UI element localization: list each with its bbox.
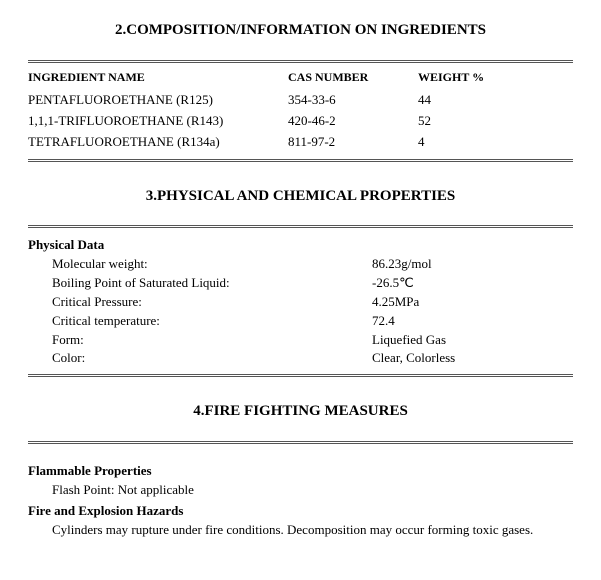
ingredient-row: PENTAFLUOROETHANE (R125) 354-33-6 44 [28,90,573,111]
fire-explosion-hazards-label: Fire and Explosion Hazards [28,502,573,521]
ingredient-cas: 354-33-6 [268,91,398,110]
ingredient-weight: 4 [398,133,518,152]
phys-label: Boiling Point of Saturated Liquid: [52,274,372,293]
rule-bottom-s3 [28,374,573,377]
rule-bottom-s2 [28,159,573,162]
hazards-text: Cylinders may rupture under fire conditi… [28,521,573,540]
phys-value: 72.4 [372,312,573,331]
phys-value: 4.25MPa [372,293,573,312]
ingredient-weight: 44 [398,91,518,110]
phys-label: Critical Pressure: [52,293,372,312]
flammable-properties-label: Flammable Properties [28,462,573,481]
col-header-cas: CAS NUMBER [268,69,398,86]
phys-row: Critical temperature: 72.4 [28,312,573,331]
section4-title: 4.FIRE FIGHTING MEASURES [28,401,573,423]
ingredient-cas: 811-97-2 [268,133,398,152]
section2-title: 2.COMPOSITION/INFORMATION ON INGREDIENTS [28,20,573,42]
physical-data-label: Physical Data [28,236,573,255]
rule-top-s4 [28,441,573,444]
phys-label: Form: [52,331,372,350]
ingredients-header: INGREDIENT NAME CAS NUMBER WEIGHT % [28,65,573,90]
phys-row: Molecular weight: 86.23g/mol [28,255,573,274]
phys-row: Color: Clear, Colorless [28,349,573,368]
col-header-weight: WEIGHT % [398,69,518,86]
ingredient-weight: 52 [398,112,518,131]
phys-row: Form: Liquefied Gas [28,331,573,350]
phys-value: Liquefied Gas [372,331,573,350]
section3-title: 3.PHYSICAL AND CHEMICAL PROPERTIES [28,186,573,208]
phys-row: Critical Pressure: 4.25MPa [28,293,573,312]
ingredient-name: PENTAFLUOROETHANE (R125) [28,91,268,110]
ingredient-name: 1,1,1-TRIFLUOROETHANE (R143) [28,112,268,131]
rule-top-s3 [28,225,573,228]
rule-top-s2 [28,60,573,63]
phys-label: Critical temperature: [52,312,372,331]
phys-value: 86.23g/mol [372,255,573,274]
phys-label: Molecular weight: [52,255,372,274]
phys-label: Color: [52,349,372,368]
ingredient-name: TETRAFLUOROETHANE (R134a) [28,133,268,152]
ingredient-row: TETRAFLUOROETHANE (R134a) 811-97-2 4 [28,132,573,153]
ingredient-row: 1,1,1-TRIFLUOROETHANE (R143) 420-46-2 52 [28,111,573,132]
col-header-name: INGREDIENT NAME [28,69,268,86]
phys-row: Boiling Point of Saturated Liquid: -26.5… [28,274,573,293]
ingredient-cas: 420-46-2 [268,112,398,131]
phys-value: Clear, Colorless [372,349,573,368]
phys-value: -26.5℃ [372,274,573,293]
flash-point: Flash Point: Not applicable [28,481,573,500]
